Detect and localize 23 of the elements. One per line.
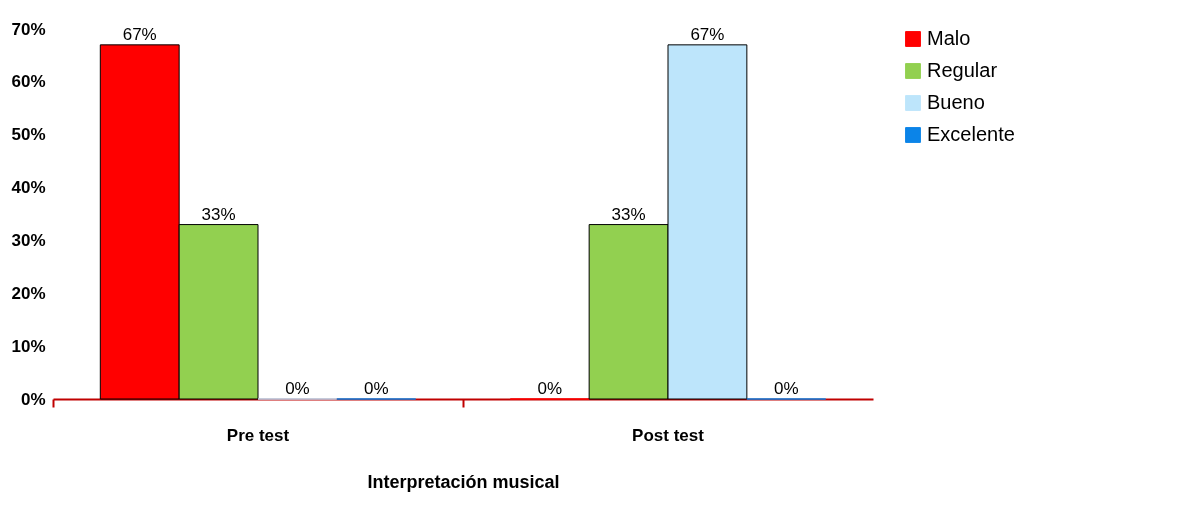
- y-tick-label: 50%: [11, 125, 46, 145]
- data-label: 67%: [690, 24, 725, 44]
- legend-label: Bueno: [927, 91, 985, 113]
- data-label: 33%: [201, 204, 236, 224]
- data-label: 0%: [285, 379, 310, 398]
- legend-label: Regular: [927, 59, 998, 81]
- data-label: 0%: [773, 379, 799, 398]
- y-tick-label: 70%: [11, 19, 46, 39]
- legend-label: Excelente: [927, 123, 1015, 145]
- y-tick-label: 10%: [11, 336, 46, 356]
- data-label: 67%: [122, 24, 157, 44]
- data-label: 0%: [537, 379, 563, 398]
- y-tick-label: 0%: [20, 389, 46, 409]
- legend-label: Malo: [927, 27, 971, 49]
- y-tick-label: 20%: [11, 283, 46, 303]
- x-tick-label: Pre test: [226, 425, 290, 445]
- y-tick-label: 60%: [11, 72, 46, 92]
- x-axis-title: Interpretación musical: [367, 471, 560, 492]
- data-label: 0%: [363, 379, 389, 398]
- y-tick-label: 40%: [11, 178, 46, 198]
- y-tick-label: 30%: [11, 230, 46, 250]
- x-tick-label: Post test: [632, 425, 705, 445]
- data-label: 33%: [611, 204, 646, 224]
